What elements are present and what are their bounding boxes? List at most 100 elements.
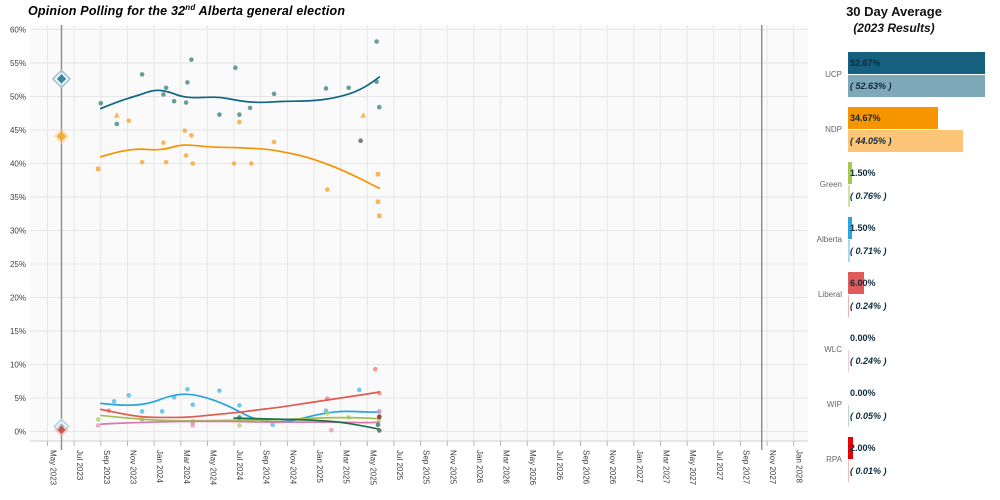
ndp-poll-point — [161, 140, 166, 146]
alberta-poll-point — [185, 386, 190, 392]
legend-party-label: UCP — [825, 70, 842, 79]
ndp-poll-point — [249, 161, 254, 166]
legend-result-value: ( 0.76% ) — [850, 191, 887, 201]
legend-bar-row: 1.50% — [848, 217, 996, 239]
x-tick-label: May 2025 — [368, 450, 377, 486]
y-tick-label: 10% — [10, 360, 26, 369]
legend-result-value: ( 52.63% ) — [850, 81, 892, 91]
legend-result-bar — [848, 185, 850, 207]
legend-bar-row: 52.67% — [848, 52, 996, 74]
ucp-poll-point — [217, 112, 222, 117]
y-tick-label: 40% — [10, 159, 26, 168]
wip-poll-point — [375, 422, 381, 428]
legend-bar-row: ( 0.01% ) — [848, 460, 996, 482]
ndp-poll-point — [231, 161, 237, 166]
legend-party-label: Green — [819, 180, 842, 189]
ndp-poll-point — [95, 166, 101, 172]
legend-party-label: WIP — [826, 400, 842, 409]
ucp-poll-point — [139, 72, 145, 77]
alberta-poll-point — [357, 387, 362, 393]
green-poll-point — [325, 411, 330, 416]
alberta-poll-point — [126, 393, 132, 398]
legend-party-label: Alberta — [816, 235, 842, 244]
legend-subtitle: (2023 Results) — [853, 21, 935, 35]
legend-result-value: ( 44.05% ) — [850, 136, 892, 146]
ndp-poll-point — [237, 119, 242, 125]
ndp-poll-point — [183, 153, 189, 158]
ucp-poll-point — [376, 104, 382, 110]
x-tick-label: Jan 2025 — [315, 450, 324, 483]
legend-party-label: Liberal — [817, 290, 842, 299]
other-series — [358, 138, 382, 433]
other-poll-point — [358, 138, 363, 144]
x-tick-label: Sep 2027 — [741, 450, 750, 485]
legend-party-label: RPA — [826, 455, 842, 464]
ucp-poll-point — [247, 105, 253, 111]
legend-row-ucp: UCP 52.67% ( 52.63% ) — [812, 52, 998, 97]
x-tick-label: Jan 2028 — [795, 450, 804, 483]
alberta-poll-point — [111, 399, 117, 404]
legend-avg-value: 34.67% — [850, 113, 881, 123]
rpa-poll-point — [376, 414, 382, 420]
ucp-poll-point — [374, 39, 379, 44]
legend-avg-bar — [848, 162, 852, 184]
legend-avg-bar — [848, 272, 864, 294]
liberal-poll-point — [372, 366, 378, 372]
legend-row-liberal: Liberal 6.00% ( 0.24% ) — [812, 272, 998, 317]
x-tick-label: Jul 2024 — [235, 450, 244, 481]
wip-series — [233, 415, 381, 431]
alberta-poll-point — [159, 409, 165, 414]
ndp-poll-point — [325, 187, 330, 192]
gridlines — [30, 25, 808, 441]
legend-result-bar — [848, 130, 963, 152]
ucp-poll-point — [346, 85, 351, 91]
legend-bar-row: 2.00% — [848, 437, 996, 459]
wlc-poll-point — [190, 423, 196, 428]
legend-avg-value: 0.00% — [850, 333, 876, 343]
x-axis-ticks — [47, 441, 795, 446]
legend-row-ndp: NDP 34.67% ( 44.05% ) — [812, 107, 998, 152]
legend-row-wlc: WLC 0.00% ( 0.24% ) — [812, 327, 998, 372]
legend-avg-bar — [848, 107, 939, 129]
legend-avg-bar — [848, 437, 854, 459]
legend-bar-row: 6.00% — [848, 272, 996, 294]
y-axis-labels: 0% 5% 10% 15% 20% 25% 30% 35% 40% 45% 50% 55% 60% — [10, 25, 26, 436]
ndp-poll-point — [189, 133, 194, 138]
x-tick-label: Sep 2025 — [422, 450, 431, 485]
legend-avg-value: 52.67% — [850, 58, 881, 68]
legend-row-wip: WIP 0.00% ( 0.05% ) — [812, 382, 998, 427]
legend-row-alberta: Alberta 1.50% ( 0.71% ) — [812, 217, 998, 262]
legend-result-value: ( 0.24% ) — [850, 356, 887, 366]
y-tick-label: 35% — [10, 193, 26, 202]
legend-result-bar — [848, 405, 849, 427]
ndp-series — [95, 112, 382, 218]
legend-result-bar — [848, 75, 985, 97]
ucp-poll-point — [189, 57, 194, 62]
green-poll-point — [237, 423, 242, 428]
y-tick-label: 15% — [10, 327, 26, 336]
x-tick-label: Sep 2026 — [582, 450, 591, 485]
legend-avg-bar — [848, 217, 852, 239]
ucp-poll-point — [114, 121, 120, 127]
legend-result-bar — [848, 460, 849, 482]
ucp-trend-line — [99, 76, 381, 110]
ucp-poll-point — [237, 112, 242, 117]
ucp-poll-point — [163, 85, 169, 91]
y-tick-label: 25% — [10, 260, 26, 269]
title-text-start: Opinion Polling for the 32 — [28, 4, 186, 19]
x-axis-labels: May 2023 Jul 2023 Sep 2023 Nov 2023 Jan 2024… — [49, 450, 804, 486]
plot-background — [30, 25, 808, 441]
green-trend-line — [99, 414, 381, 422]
y-tick-label: 60% — [10, 25, 26, 34]
legend-avg-value: 6.00% — [850, 278, 876, 288]
alberta-poll-point — [217, 388, 222, 393]
x-tick-label: Sep 2024 — [262, 450, 271, 485]
alberta-poll-point — [270, 422, 275, 428]
ndp-poll-point — [163, 159, 169, 165]
y-tick-label: 30% — [10, 226, 26, 235]
legend-bar-row: ( 0.24% ) — [848, 295, 996, 317]
ucp-poll-point — [98, 100, 104, 106]
x-tick-label: Mar 2026 — [502, 450, 511, 484]
page-title: Opinion Polling for the 32nd Alberta gen… — [28, 3, 345, 18]
ucp-poll-point — [171, 98, 177, 104]
